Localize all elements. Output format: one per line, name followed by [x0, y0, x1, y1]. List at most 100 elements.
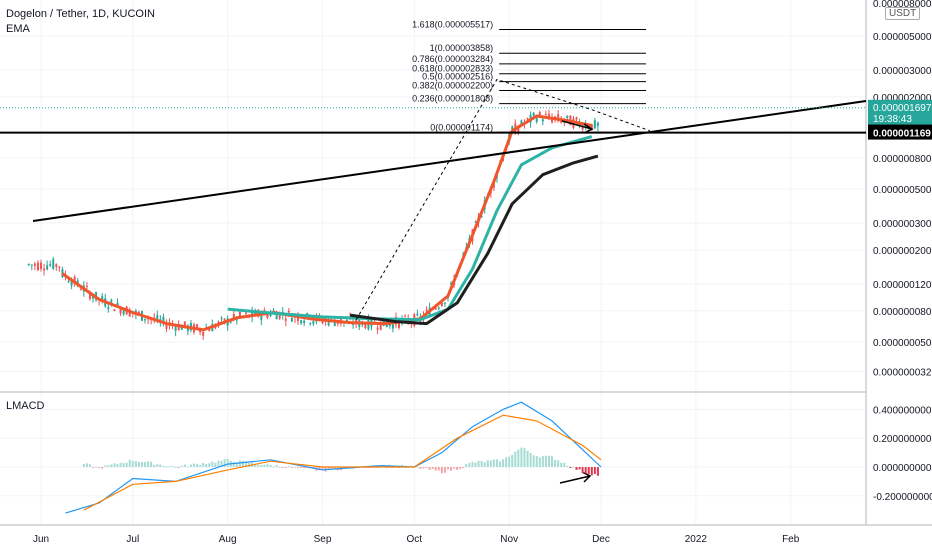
macd-histogram-bar — [128, 459, 131, 467]
macd-histogram-bar — [189, 464, 192, 467]
candle-body — [581, 126, 584, 130]
macd-histogram-bar — [446, 467, 449, 470]
level-value: 0.000001169 — [873, 129, 931, 140]
candle-body — [33, 263, 36, 266]
macd-histogram-bar — [82, 463, 85, 467]
macd-histogram-bar — [116, 464, 119, 467]
price-tick-label: 0.000000800 — [873, 154, 932, 165]
candle-body — [49, 264, 52, 266]
fib-level-label: 1.618(0.000005517) — [412, 19, 493, 29]
fib-level-label: 0.786(0.000003284) — [412, 54, 493, 64]
candle-body — [27, 263, 30, 265]
macd-histogram-bar — [511, 454, 514, 467]
macd-histogram-bar — [560, 462, 563, 467]
last-price-badge — [868, 99, 932, 126]
candle-body — [290, 317, 293, 322]
candle-body — [355, 318, 358, 324]
fib-level-label: 0.618(0.000002833) — [412, 64, 493, 74]
macd-histogram-bar — [462, 467, 465, 468]
candle-body — [58, 266, 61, 268]
candle-body — [122, 310, 125, 315]
candle-body — [162, 316, 165, 323]
candle-body — [40, 262, 42, 269]
candle-body — [137, 311, 140, 313]
candle-body — [440, 302, 443, 306]
candle-body — [416, 313, 419, 316]
macd-histogram-bar — [150, 461, 153, 467]
candle-body — [333, 321, 336, 326]
macd-histogram-bar — [177, 467, 180, 468]
macd-histogram-bar — [508, 456, 511, 467]
macd-histogram-bar — [134, 461, 137, 467]
macd-histogram-bar — [144, 462, 147, 467]
time-tick-label: Feb — [782, 534, 800, 545]
fib-level-label: 1(0.000003858) — [430, 43, 494, 53]
price-tick-label: 0.000000050 — [873, 338, 932, 349]
macd-histogram-bar — [566, 465, 569, 467]
macd-tick-label: -0.200000000 — [873, 492, 932, 503]
macd-histogram-bar — [327, 467, 330, 471]
candle-body — [434, 307, 437, 310]
macd-histogram-bar — [125, 462, 128, 467]
macd-histogram-bar — [168, 466, 171, 468]
macd-histogram-bar — [92, 467, 95, 468]
candle-body — [590, 124, 593, 130]
macd-histogram-bar — [456, 467, 459, 470]
candle-body — [208, 328, 211, 332]
macd-histogram-bar — [535, 456, 538, 467]
macd-histogram-bar — [183, 464, 186, 467]
macd-histogram-bar — [492, 459, 495, 467]
macd-histogram-bar — [483, 462, 486, 467]
candle-body — [92, 296, 95, 299]
currency-badge[interactable]: USDT — [885, 7, 921, 20]
candle-body — [547, 113, 550, 118]
candle-body — [67, 281, 70, 283]
candle-body — [251, 310, 254, 318]
candle-body — [511, 126, 514, 129]
macd-tick-label: 0.200000000 — [873, 434, 932, 445]
candle-body — [85, 285, 88, 287]
indicator-label-lmacd[interactable]: LMACD — [6, 400, 45, 412]
macd-histogram-bar — [541, 456, 544, 467]
candle-body — [46, 265, 49, 270]
time-tick-label: Jun — [33, 534, 49, 545]
candle-body — [79, 289, 82, 291]
macd-histogram-bar — [95, 466, 98, 468]
candle-body — [107, 307, 110, 309]
macd-histogram-bar — [505, 457, 508, 467]
macd-macd-line — [65, 401, 602, 514]
price-tick-label: 0.000005000 — [873, 32, 932, 43]
time-tick-label: Jul — [126, 534, 139, 545]
candle-body — [275, 313, 278, 320]
macd-histogram-bar — [162, 465, 165, 467]
candle-body — [119, 307, 122, 314]
candle-body — [110, 299, 113, 303]
indicator-label-ema[interactable]: EMA — [6, 23, 30, 35]
price-tick-label: 0.000000200 — [873, 246, 932, 257]
macd-histogram-bar — [499, 461, 501, 467]
candle-body — [220, 318, 223, 320]
macd-histogram-bar — [532, 455, 535, 467]
macd-histogram-bar — [450, 467, 453, 471]
macd-histogram-bar — [431, 467, 434, 469]
candle-body — [278, 312, 281, 319]
candle-body — [327, 320, 330, 326]
price-tick-label: 0.000002000 — [873, 93, 932, 104]
macd-histogram-bar — [85, 463, 88, 467]
candle-body — [388, 323, 391, 327]
macd-histogram-bar — [140, 462, 143, 467]
macd-histogram-bar — [137, 461, 140, 467]
time-tick-label: Sep — [314, 534, 332, 545]
macd-histogram-bar — [122, 463, 125, 467]
candle-body — [425, 309, 428, 311]
macd-histogram-bar — [342, 467, 345, 469]
macd-histogram-bar — [563, 462, 566, 467]
candle-body — [36, 262, 39, 270]
macd-histogram-bar — [232, 462, 235, 467]
price-axis: 0.0000050000.0000030000.0000020000.00000… — [873, 0, 932, 379]
macd-histogram-bar — [174, 466, 177, 468]
macd-histogram-bar — [186, 466, 189, 468]
time-tick-label: Dec — [592, 534, 610, 545]
